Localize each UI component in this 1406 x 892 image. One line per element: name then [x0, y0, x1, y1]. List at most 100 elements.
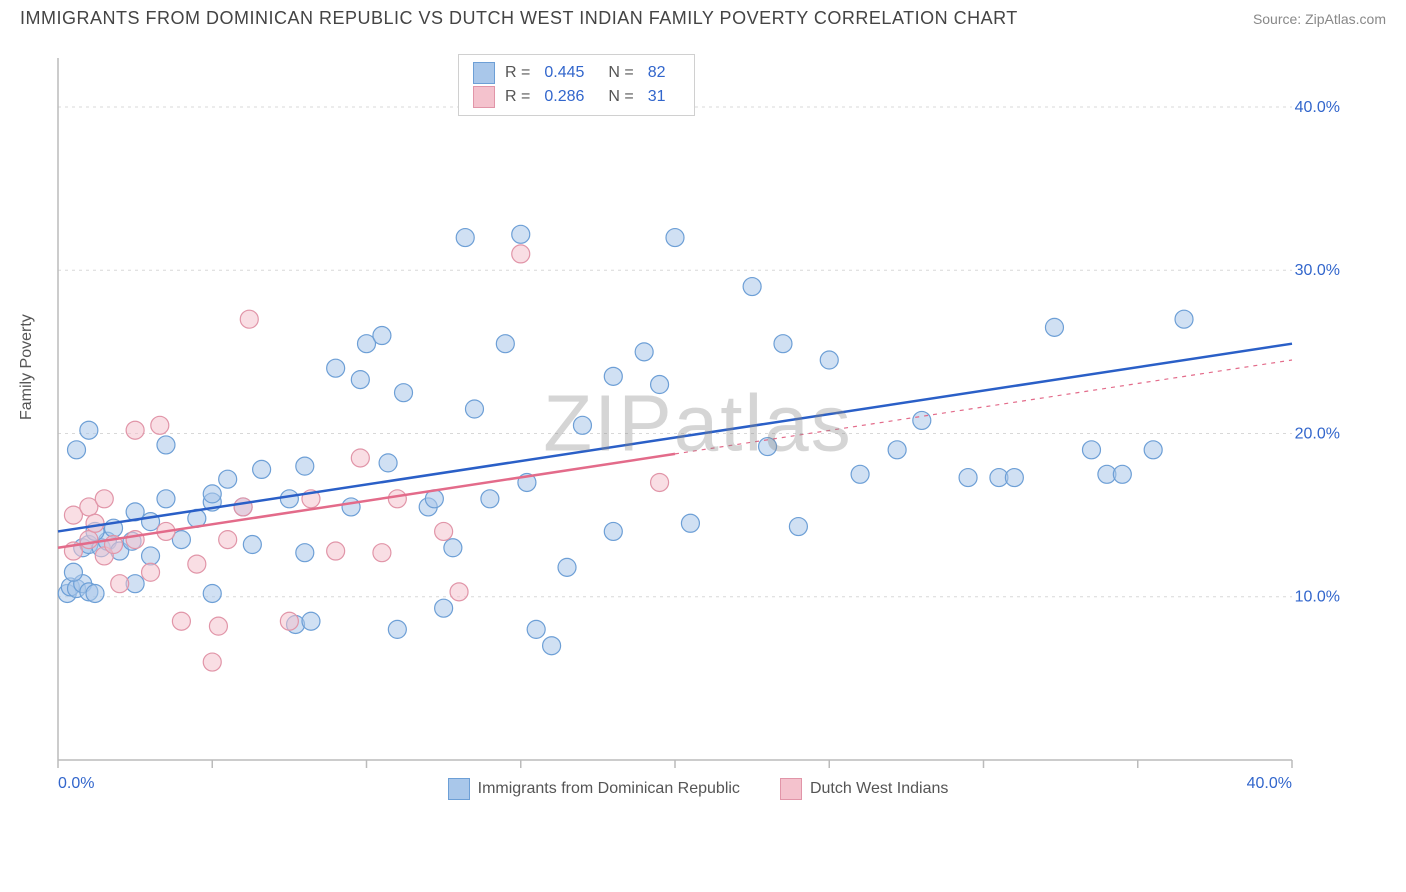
scatter-point	[450, 583, 468, 601]
scatter-point	[888, 441, 906, 459]
scatter-point	[240, 310, 258, 328]
legend-n-label: N =	[608, 85, 633, 109]
scatter-point	[327, 359, 345, 377]
legend-r-value: 0.445	[544, 61, 584, 85]
series-legend-label: Immigrants from Dominican Republic	[478, 780, 740, 798]
y-tick-label: 20.0%	[1295, 425, 1340, 442]
scatter-point	[444, 539, 462, 557]
scatter-point	[95, 490, 113, 508]
scatter-point	[351, 449, 369, 467]
legend-r-label: R =	[505, 61, 530, 85]
y-tick-label: 10.0%	[1295, 589, 1340, 606]
scatter-point	[1175, 310, 1193, 328]
scatter-point	[851, 465, 869, 483]
scatter-point	[558, 558, 576, 576]
scatter-point	[373, 327, 391, 345]
scatter-point	[172, 612, 190, 630]
scatter-point	[111, 575, 129, 593]
scatter-point	[219, 470, 237, 488]
scatter-point	[302, 612, 320, 630]
scatter-point	[157, 436, 175, 454]
scatter-point	[604, 522, 622, 540]
scatter-point	[527, 620, 545, 638]
legend-swatch	[473, 86, 495, 108]
y-tick-label: 30.0%	[1295, 262, 1340, 279]
scatter-point	[296, 544, 314, 562]
legend-row: R = 0.445 N = 82	[473, 61, 680, 85]
scatter-point	[219, 531, 237, 549]
scatter-point	[1005, 469, 1023, 487]
legend-n-label: N =	[608, 61, 633, 85]
scatter-point	[86, 514, 104, 532]
trend-line-dashed	[675, 360, 1292, 454]
source-attribution: Source: ZipAtlas.com	[1253, 11, 1386, 27]
legend-n-value: 31	[648, 85, 666, 109]
scatter-point	[465, 400, 483, 418]
scatter-point	[512, 245, 530, 263]
y-tick-label: 40.0%	[1295, 99, 1340, 116]
series-legend-label: Dutch West Indians	[810, 780, 948, 798]
scatter-point	[203, 584, 221, 602]
scatter-point	[395, 384, 413, 402]
scatter-point	[959, 469, 977, 487]
y-axis-label: Family Poverty	[18, 314, 36, 420]
scatter-point	[743, 278, 761, 296]
scatter-point	[512, 225, 530, 243]
scatter-point	[234, 498, 252, 516]
scatter-point	[604, 367, 622, 385]
scatter-point	[1113, 465, 1131, 483]
series-legend-item: Dutch West Indians	[780, 778, 948, 800]
scatter-point	[68, 441, 86, 459]
scatter-point	[496, 335, 514, 353]
scatter-point	[342, 498, 360, 516]
scatter-point	[651, 376, 669, 394]
scatter-point	[774, 335, 792, 353]
scatter-point	[351, 371, 369, 389]
scatter-point	[373, 544, 391, 562]
scatter-point	[80, 421, 98, 439]
scatter-point	[64, 563, 82, 581]
scatter-point	[666, 229, 684, 247]
scatter-point	[456, 229, 474, 247]
trend-line	[58, 344, 1292, 532]
scatter-point	[1144, 441, 1162, 459]
scatter-point	[142, 563, 160, 581]
legend-swatch	[473, 62, 495, 84]
scatter-point	[913, 411, 931, 429]
scatter-point	[151, 416, 169, 434]
legend-r-value: 0.286	[544, 85, 584, 109]
scatter-point	[157, 490, 175, 508]
scatter-point	[820, 351, 838, 369]
legend-swatch	[780, 778, 802, 800]
scatter-point	[1045, 318, 1063, 336]
scatter-point	[388, 490, 406, 508]
correlation-legend: R = 0.445 N = 82 R = 0.286 N = 31	[458, 54, 695, 116]
scatter-point	[388, 620, 406, 638]
scatter-point	[80, 531, 98, 549]
scatter-point	[681, 514, 699, 532]
scatter-point	[203, 653, 221, 671]
scatter-point	[296, 457, 314, 475]
scatter-point	[435, 522, 453, 540]
legend-r-label: R =	[505, 85, 530, 109]
trend-line	[58, 454, 675, 548]
series-legend: Immigrants from Dominican Republic Dutch …	[48, 778, 1348, 800]
chart-container: 0.0%40.0%10.0%20.0%30.0%40.0% R =0.445N …	[48, 48, 1348, 808]
scatter-point	[651, 473, 669, 491]
scatter-point	[379, 454, 397, 472]
scatter-point	[635, 343, 653, 361]
scatter-point	[481, 490, 499, 508]
scatter-point	[126, 421, 144, 439]
scatter-point	[573, 416, 591, 434]
scatter-point	[86, 584, 104, 602]
scatter-point	[253, 460, 271, 478]
legend-row: R = 0.286 N = 31	[473, 85, 680, 109]
scatter-point	[1082, 441, 1100, 459]
scatter-point	[435, 599, 453, 617]
scatter-point	[543, 637, 561, 655]
scatter-point	[280, 612, 298, 630]
legend-n-value: 82	[648, 61, 666, 85]
scatter-point	[789, 518, 807, 536]
scatter-point	[280, 490, 298, 508]
scatter-plot: 0.0%40.0%10.0%20.0%30.0%40.0%	[48, 48, 1348, 808]
